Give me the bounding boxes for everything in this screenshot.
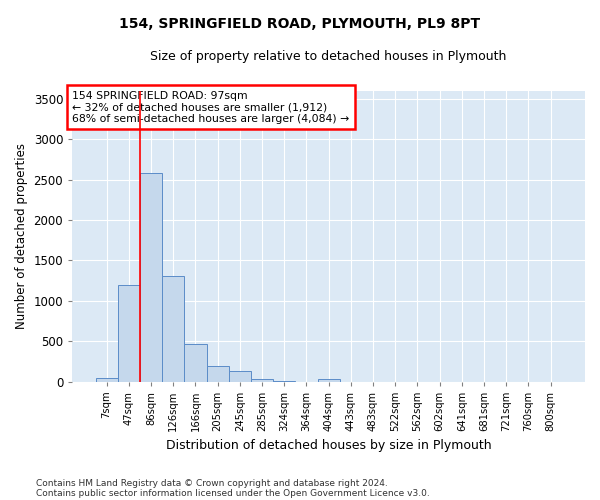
- Y-axis label: Number of detached properties: Number of detached properties: [15, 143, 28, 329]
- Text: 154, SPRINGFIELD ROAD, PLYMOUTH, PL9 8PT: 154, SPRINGFIELD ROAD, PLYMOUTH, PL9 8PT: [119, 18, 481, 32]
- Bar: [229, 371, 251, 382]
- X-axis label: Distribution of detached houses by size in Plymouth: Distribution of detached houses by size …: [166, 440, 491, 452]
- Bar: [95, 378, 118, 382]
- Bar: [140, 173, 162, 382]
- Text: 154 SPRINGFIELD ROAD: 97sqm
← 32% of detached houses are smaller (1,912)
68% of : 154 SPRINGFIELD ROAD: 97sqm ← 32% of det…: [72, 90, 349, 124]
- Bar: [206, 366, 229, 382]
- Text: Contains public sector information licensed under the Open Government Licence v3: Contains public sector information licen…: [36, 488, 430, 498]
- Bar: [317, 380, 340, 382]
- Bar: [184, 344, 206, 382]
- Bar: [273, 380, 295, 382]
- Text: Contains HM Land Registry data © Crown copyright and database right 2024.: Contains HM Land Registry data © Crown c…: [36, 478, 388, 488]
- Bar: [118, 284, 140, 382]
- Title: Size of property relative to detached houses in Plymouth: Size of property relative to detached ho…: [151, 50, 507, 63]
- Bar: [251, 380, 273, 382]
- Bar: [162, 276, 184, 382]
